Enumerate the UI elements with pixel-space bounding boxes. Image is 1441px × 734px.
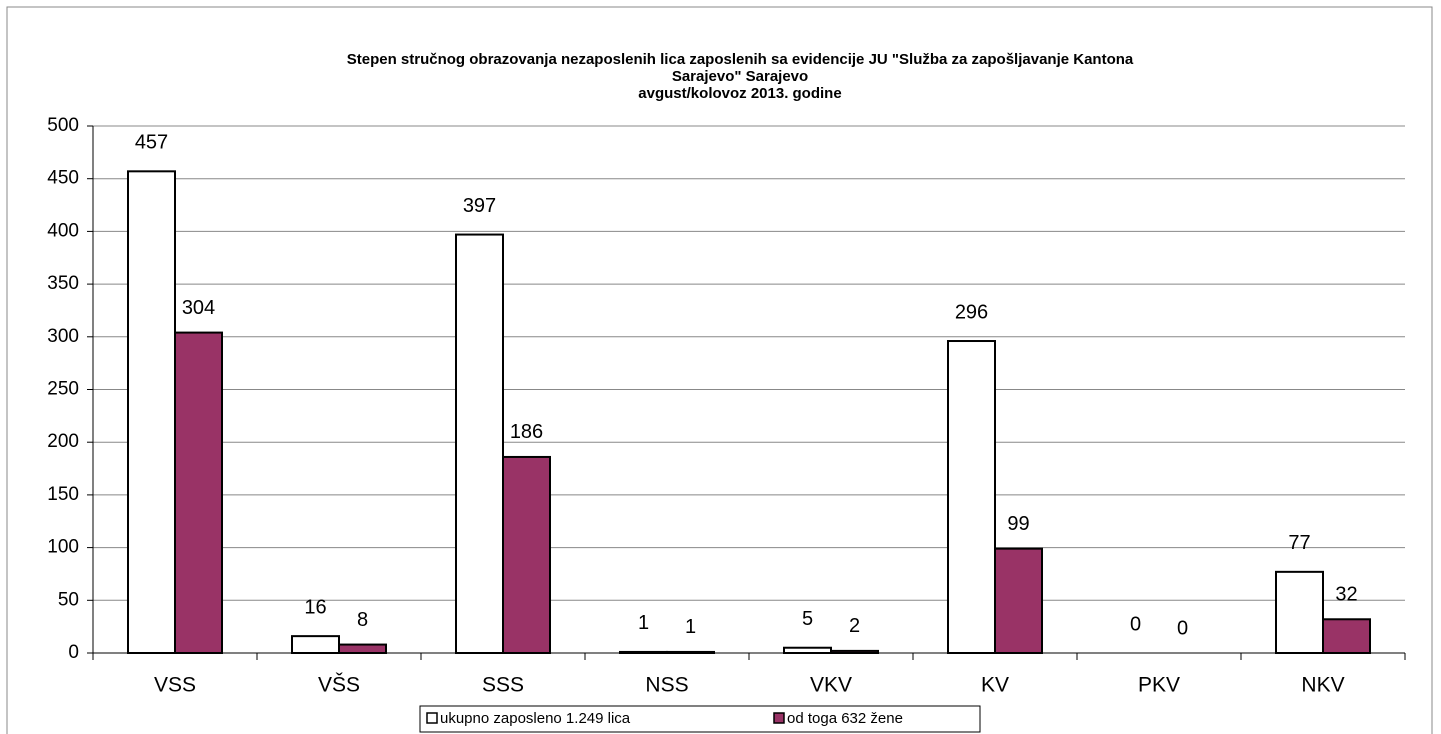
bar [127, 170, 176, 655]
chart-title: Stepen stručnog obrazovanja nezaposlenih… [347, 51, 1134, 68]
data-label: 99 [1007, 513, 1029, 535]
data-label: 8 [357, 609, 368, 631]
legend-swatch [426, 712, 438, 724]
y-tick-label: 400 [47, 220, 79, 241]
data-label: 77 [1288, 532, 1310, 554]
legend-box [419, 705, 981, 733]
x-tick-label: KV [981, 674, 1009, 697]
data-label: 397 [463, 195, 496, 217]
x-tick-label: VKV [810, 674, 852, 697]
y-tick-label: 350 [47, 273, 79, 294]
bar [1275, 570, 1324, 654]
x-tick-label: NSS [645, 674, 688, 697]
chart-title: Sarajevo" Sarajevo [672, 68, 808, 85]
x-tick-label: NKV [1301, 674, 1344, 697]
bar [455, 233, 504, 654]
legend-swatch [773, 712, 785, 724]
bar [830, 649, 879, 655]
bar [338, 643, 387, 654]
bar [947, 340, 996, 654]
y-tick-label: 450 [47, 168, 79, 189]
bar [994, 547, 1043, 654]
x-tick-label: VSS [154, 674, 196, 697]
bar [666, 650, 715, 654]
data-label: 16 [304, 596, 326, 618]
data-label: 1 [685, 616, 696, 638]
data-label: 32 [1335, 584, 1357, 606]
data-label: 2 [849, 615, 860, 637]
data-label: 5 [802, 608, 813, 630]
bar [502, 455, 551, 654]
data-label: 296 [955, 301, 988, 323]
bar [619, 650, 668, 654]
data-label: 304 [182, 297, 215, 319]
y-tick-label: 50 [58, 589, 79, 610]
data-label: 186 [510, 421, 543, 443]
chart-frame [6, 6, 1433, 734]
data-label: 0 [1130, 613, 1141, 635]
bar [1322, 618, 1371, 654]
bar [174, 331, 223, 654]
data-label: 457 [135, 132, 168, 154]
y-tick-label: 250 [47, 379, 79, 400]
data-label: 1 [638, 612, 649, 634]
x-tick-label: VŠS [318, 674, 360, 697]
y-tick-label: 200 [47, 431, 79, 452]
chart-title: avgust/kolovoz 2013. godine [638, 85, 841, 102]
y-tick-label: 100 [47, 537, 79, 558]
y-tick-label: 150 [47, 484, 79, 505]
bar [783, 646, 832, 654]
y-tick-label: 0 [68, 642, 79, 663]
x-tick-label: PKV [1138, 674, 1180, 697]
y-tick-label: 300 [47, 326, 79, 347]
bar [291, 635, 340, 654]
y-tick-label: 500 [47, 115, 79, 136]
x-tick-label: SSS [482, 674, 524, 697]
legend-label: ukupno zaposleno 1.249 lica [440, 710, 631, 727]
legend-label: od toga 632 žene [787, 710, 903, 727]
data-label: 0 [1177, 617, 1188, 639]
